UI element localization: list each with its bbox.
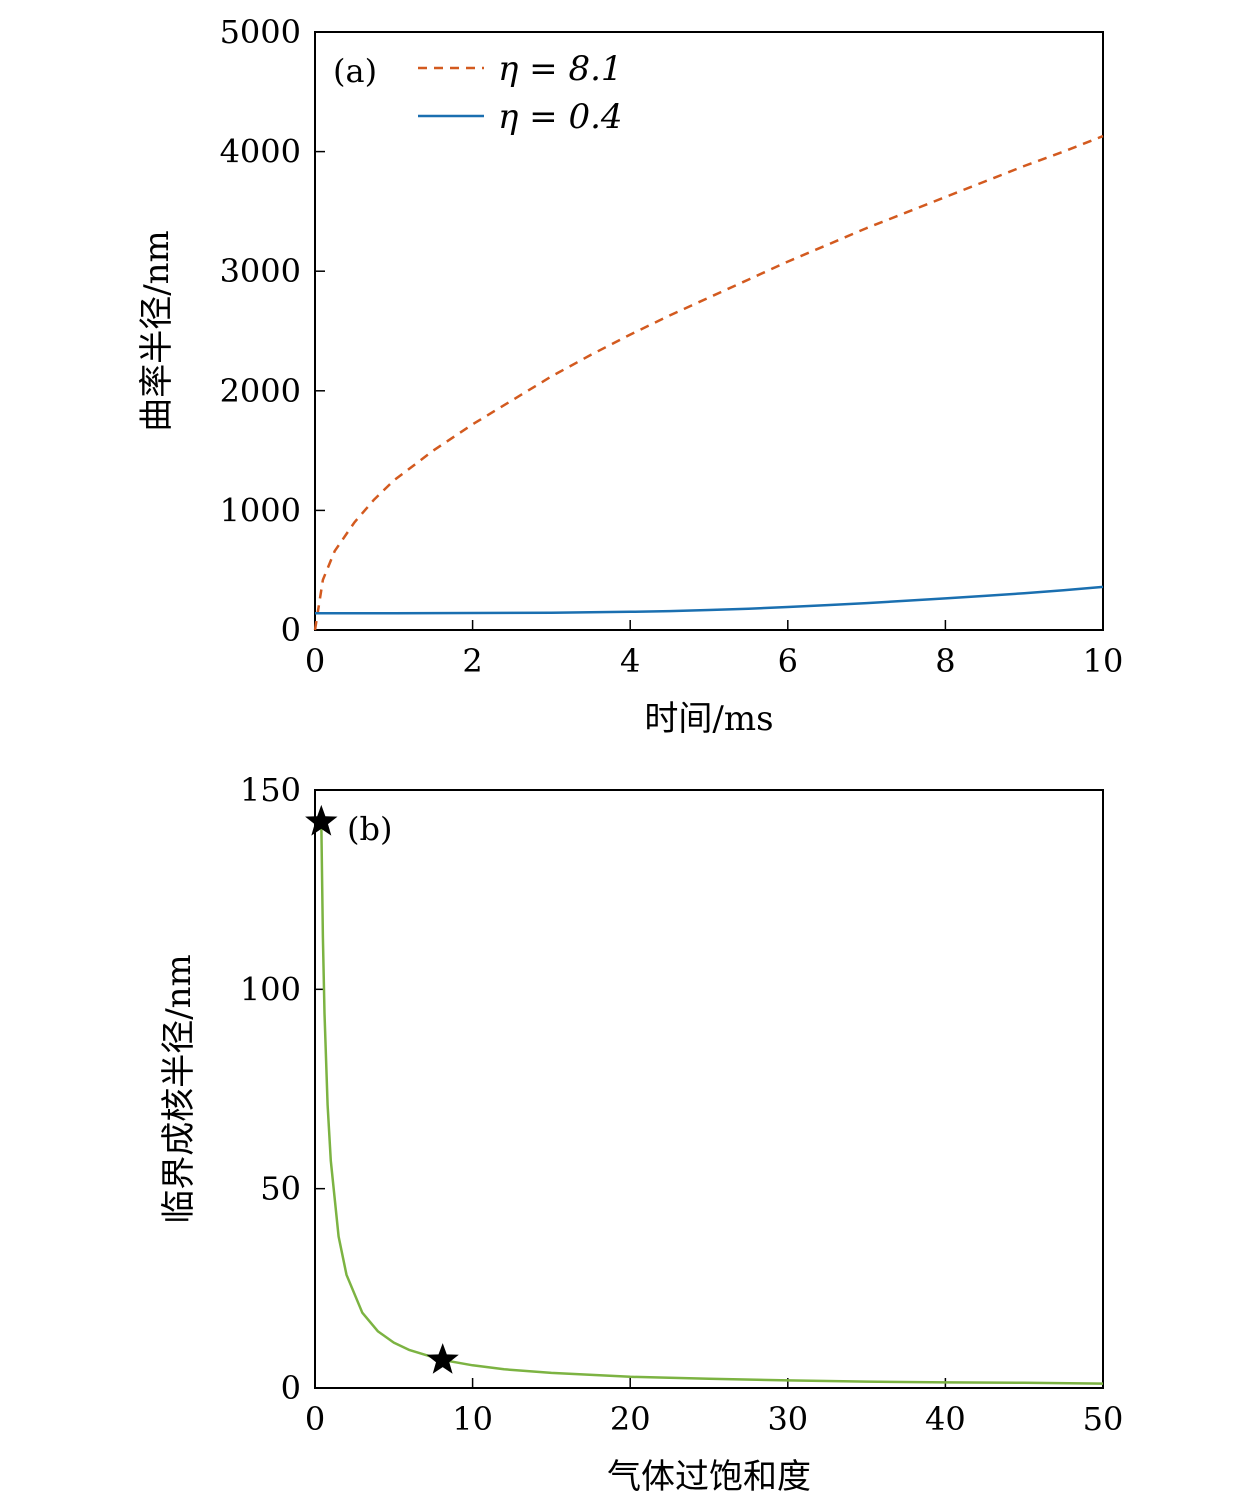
panel-b-markers — [305, 804, 459, 1374]
panel-a-series-line-0 — [313, 134, 1104, 631]
panel-b-x-tick-label-5: 50 — [1083, 1400, 1124, 1438]
panel-a-y-tick-label-0: 0 — [281, 611, 301, 649]
panel-b-y-tick-label-0: 0 — [281, 1369, 301, 1407]
panel-a-legend: η = 8.1 η = 0.4 — [418, 49, 623, 137]
panel-a-y-tick-label-1: 1000 — [220, 491, 301, 529]
star-marker-1 — [426, 1343, 459, 1374]
panel-b-series — [320, 821, 1104, 1385]
panel-a-y-tick-label-4: 4000 — [220, 133, 301, 171]
panel-b-x-tick-label-0: 0 — [305, 1400, 325, 1438]
panel-a-x-tick-label-3: 6 — [778, 642, 798, 680]
panel-a-x-tick-label-4: 8 — [935, 642, 955, 680]
panel-b-x-axis-label: 气体过饱和度 — [607, 1457, 811, 1497]
legend-label-eta-high: η = 8.1 — [498, 49, 623, 89]
panel-a-x-tick-label-5: 10 — [1083, 642, 1124, 680]
panel-a-axes-frame — [314, 31, 1104, 631]
panel-a-x-tick-label-2: 4 — [620, 642, 640, 680]
legend-label-eta-low: η = 0.4 — [498, 97, 623, 137]
panel-b-chart: 0 10 20 30 40 50 0 50 100 150 (b) 气体过饱和度 临界成核半径/n… — [159, 771, 1123, 1497]
panel-a-y-tick-label-2: 2000 — [220, 372, 301, 410]
panel-b-axes-frame — [314, 789, 1104, 1389]
panel-b-y-axis-label: 临界成核半径/nm — [159, 954, 199, 1224]
panel-b-ticks: 0 10 20 30 40 50 0 50 100 150 — [240, 771, 1123, 1438]
panel-a-ticks: 0 2 4 6 8 10 0 1000 2000 3000 4000 5000 — [220, 13, 1124, 680]
panel-b-label: (b) — [347, 810, 392, 848]
panel-a-chart: 0 2 4 6 8 10 0 1000 2000 3000 4000 5000 (a) η = 8.1… — [137, 13, 1123, 739]
panel-b-x-tick-label-4: 40 — [925, 1400, 966, 1438]
panel-b-x-tick-label-3: 30 — [767, 1400, 808, 1438]
panel-a-y-tick-label-5: 5000 — [220, 13, 301, 51]
panel-a-x-tick-label-0: 0 — [305, 642, 325, 680]
panel-b-x-tick-label-2: 20 — [610, 1400, 651, 1438]
panel-a-y-tick-label-3: 3000 — [220, 252, 301, 290]
panel-a-y-axis-label: 曲率半径/nm — [137, 230, 177, 432]
panel-b-y-tick-label-1: 50 — [260, 1170, 301, 1208]
panel-b-y-tick-label-3: 150 — [240, 771, 301, 809]
panel-a-series-line-1 — [315, 585, 1104, 615]
panel-a-x-axis-label: 时间/ms — [644, 699, 773, 739]
panel-b-series-line-0 — [320, 821, 1104, 1385]
panel-b-y-tick-label-2: 100 — [240, 970, 301, 1008]
panel-a-label: (a) — [333, 52, 377, 90]
panel-a-x-tick-label-1: 2 — [462, 642, 482, 680]
panel-b-x-tick-label-1: 10 — [452, 1400, 493, 1438]
panel-a-series — [313, 134, 1104, 631]
star-marker-0 — [305, 804, 338, 836]
